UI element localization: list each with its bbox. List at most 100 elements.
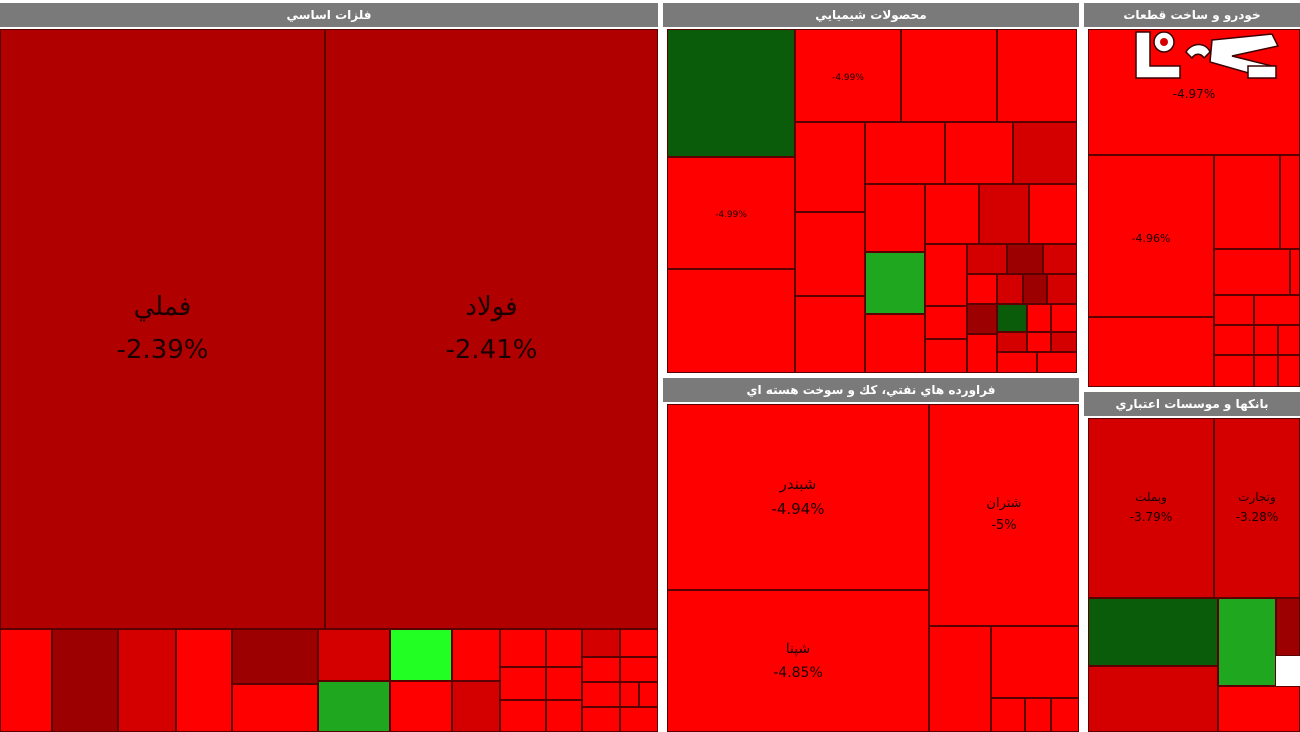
treemap-tile[interactable]: [997, 352, 1037, 373]
treemap-tile[interactable]: [1043, 244, 1077, 274]
treemap-tile[interactable]: [1290, 249, 1300, 295]
treemap-tile[interactable]: [620, 707, 658, 732]
tile-symbol: فولاد: [465, 291, 518, 322]
treemap-tile[interactable]: [1276, 598, 1300, 656]
treemap-tile[interactable]: [925, 339, 967, 373]
treemap-tile[interactable]: [546, 700, 582, 732]
treemap-tile[interactable]: [1029, 184, 1077, 244]
treemap-tile[interactable]: [500, 667, 546, 700]
treemap-tile[interactable]: [1254, 325, 1278, 355]
treemap-tile[interactable]: [1051, 332, 1077, 352]
treemap-tile[interactable]: وتجارت -3.28%: [1214, 418, 1300, 598]
treemap-tile[interactable]: [232, 684, 318, 732]
treemap-tile[interactable]: [1013, 122, 1077, 184]
treemap-tile[interactable]: [1214, 355, 1254, 387]
treemap-tile[interactable]: شبندر -4.94%: [667, 404, 929, 590]
treemap-tile[interactable]: [1037, 352, 1077, 373]
treemap-tile[interactable]: [582, 707, 620, 732]
treemap-tile[interactable]: [1278, 355, 1300, 387]
treemap-tile[interactable]: [925, 306, 967, 339]
treemap-tile[interactable]: [1280, 155, 1300, 249]
treemap-tile[interactable]: [620, 657, 658, 682]
treemap-tile[interactable]: [1254, 355, 1278, 387]
treemap-tile[interactable]: [582, 629, 620, 657]
treemap-tile[interactable]: [1051, 698, 1079, 732]
treemap-tile[interactable]: [1027, 304, 1051, 332]
treemap-tile[interactable]: [795, 296, 865, 373]
treemap-tile[interactable]: [620, 629, 658, 657]
treemap-tile[interactable]: [0, 629, 52, 732]
treemap-tile[interactable]: [1254, 295, 1300, 325]
tile-change: -4.96%: [1131, 231, 1171, 245]
treemap-tile[interactable]: [795, 212, 865, 296]
treemap-tile[interactable]: [500, 629, 546, 667]
treemap-tile[interactable]: [390, 629, 452, 681]
treemap-tile[interactable]: [925, 184, 979, 244]
treemap-tile[interactable]: [667, 29, 795, 157]
treemap-tile[interactable]: [118, 629, 176, 732]
treemap-tile[interactable]: [997, 304, 1027, 332]
treemap-tile[interactable]: [979, 184, 1029, 244]
treemap-tile[interactable]: [1027, 332, 1051, 352]
treemap-tile[interactable]: [901, 29, 997, 122]
treemap-tile[interactable]: [318, 681, 390, 732]
treemap-tile[interactable]: [500, 700, 546, 732]
treemap-tile[interactable]: وبملت -3.79%: [1088, 418, 1214, 598]
treemap-tile[interactable]: [991, 626, 1079, 698]
treemap-tile[interactable]: [52, 629, 118, 732]
treemap-tile[interactable]: [795, 122, 865, 212]
treemap-tile[interactable]: [390, 681, 452, 732]
treemap-tile[interactable]: [991, 698, 1025, 732]
treemap-tile[interactable]: [865, 122, 945, 184]
treemap-tile[interactable]: [1051, 304, 1077, 332]
treemap-tile[interactable]: [452, 629, 500, 681]
treemap-tile[interactable]: [620, 682, 639, 707]
treemap-tile[interactable]: [452, 681, 500, 732]
treemap-tile[interactable]: [1218, 686, 1300, 732]
treemap-tile[interactable]: [997, 332, 1027, 352]
treemap-tile[interactable]: [925, 244, 967, 306]
treemap-tile[interactable]: [582, 657, 620, 682]
treemap-tile[interactable]: [865, 252, 925, 314]
treemap-tile[interactable]: شپنا -4.85%: [667, 590, 929, 732]
treemap-tile[interactable]: [997, 29, 1077, 122]
treemap-tile[interactable]: فملي -2.39%: [0, 29, 325, 629]
treemap-tile[interactable]: [997, 274, 1023, 304]
treemap-tile[interactable]: [1214, 325, 1254, 355]
treemap-tile[interactable]: [967, 244, 1007, 274]
treemap-tile[interactable]: [1047, 274, 1077, 304]
tile-symbol: شبندر: [779, 474, 817, 493]
treemap-tile[interactable]: [1025, 698, 1051, 732]
treemap-tile[interactable]: -4.96%: [1088, 155, 1214, 317]
treemap-tile[interactable]: [582, 682, 620, 707]
treemap-tile[interactable]: [967, 274, 997, 304]
treemap-tile[interactable]: [865, 184, 925, 252]
treemap-tile[interactable]: -4.99%: [795, 29, 901, 122]
treemap-tile[interactable]: [232, 629, 318, 684]
treemap-tile[interactable]: [1218, 598, 1276, 686]
treemap-tile[interactable]: [1214, 155, 1280, 249]
treemap-tile[interactable]: [1278, 325, 1300, 355]
treemap-tile[interactable]: شتران -5%: [929, 404, 1079, 626]
treemap-tile[interactable]: [967, 334, 997, 373]
treemap-tile[interactable]: [667, 269, 795, 373]
treemap-tile[interactable]: [546, 667, 582, 700]
treemap-tile[interactable]: [546, 629, 582, 667]
treemap-tile[interactable]: [929, 626, 991, 732]
treemap-tile[interactable]: [967, 304, 997, 334]
treemap-tile[interactable]: [1023, 274, 1047, 304]
treemap-tile[interactable]: [865, 314, 925, 373]
treemap-tile[interactable]: [318, 629, 390, 681]
treemap-tile[interactable]: [639, 682, 658, 707]
sector-title: بانكها و موسسات اعتباري: [1084, 392, 1300, 416]
treemap-tile[interactable]: [176, 629, 232, 732]
treemap-tile[interactable]: فولاد -2.41%: [325, 29, 658, 629]
treemap-tile[interactable]: [1088, 666, 1218, 732]
treemap-tile[interactable]: [1214, 249, 1290, 295]
treemap-tile[interactable]: [1088, 598, 1218, 666]
treemap-tile[interactable]: [945, 122, 1013, 184]
treemap-tile[interactable]: [1088, 317, 1214, 387]
treemap-tile[interactable]: -4.99%: [667, 157, 795, 269]
treemap-tile[interactable]: [1214, 295, 1254, 325]
treemap-tile[interactable]: [1007, 244, 1043, 274]
